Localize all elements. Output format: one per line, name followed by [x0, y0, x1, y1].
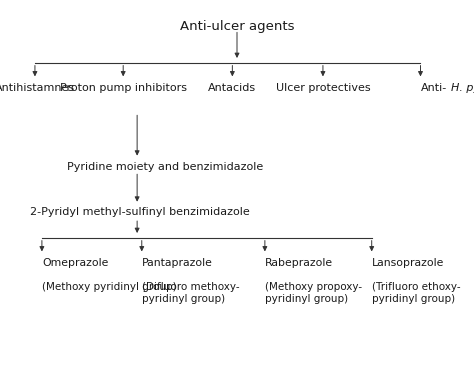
Text: (Methoxy pyridinyl group): (Methoxy pyridinyl group) [42, 282, 176, 292]
Text: Antacids: Antacids [208, 83, 256, 93]
Text: Ulcer protectives: Ulcer protectives [275, 83, 370, 93]
Text: Anti-ulcer agents: Anti-ulcer agents [180, 20, 294, 33]
Text: (Difluoro methoxy-
pyridinyl group): (Difluoro methoxy- pyridinyl group) [142, 282, 239, 304]
Text: 2-Pyridyl methyl-sulfinyl benzimidazole: 2-Pyridyl methyl-sulfinyl benzimidazole [30, 207, 250, 217]
Text: Proton pump inhibitors: Proton pump inhibitors [60, 83, 187, 93]
Text: (Trifluoro ethoxy-
pyridinyl group): (Trifluoro ethoxy- pyridinyl group) [372, 282, 460, 304]
Text: Pantaprazole: Pantaprazole [142, 258, 213, 268]
Text: Lansoprazole: Lansoprazole [372, 258, 444, 268]
Text: Pyridine moiety and benzimidazole: Pyridine moiety and benzimidazole [67, 162, 264, 172]
Text: Rabeprazole: Rabeprazole [265, 258, 333, 268]
Text: Antihistamnes: Antihistamnes [0, 83, 75, 93]
Text: H. pylori: H. pylori [451, 83, 474, 93]
Text: Anti-: Anti- [420, 83, 447, 93]
Text: Omeprazole: Omeprazole [42, 258, 108, 268]
Text: (Methoxy propoxy-
pyridinyl group): (Methoxy propoxy- pyridinyl group) [265, 282, 362, 304]
